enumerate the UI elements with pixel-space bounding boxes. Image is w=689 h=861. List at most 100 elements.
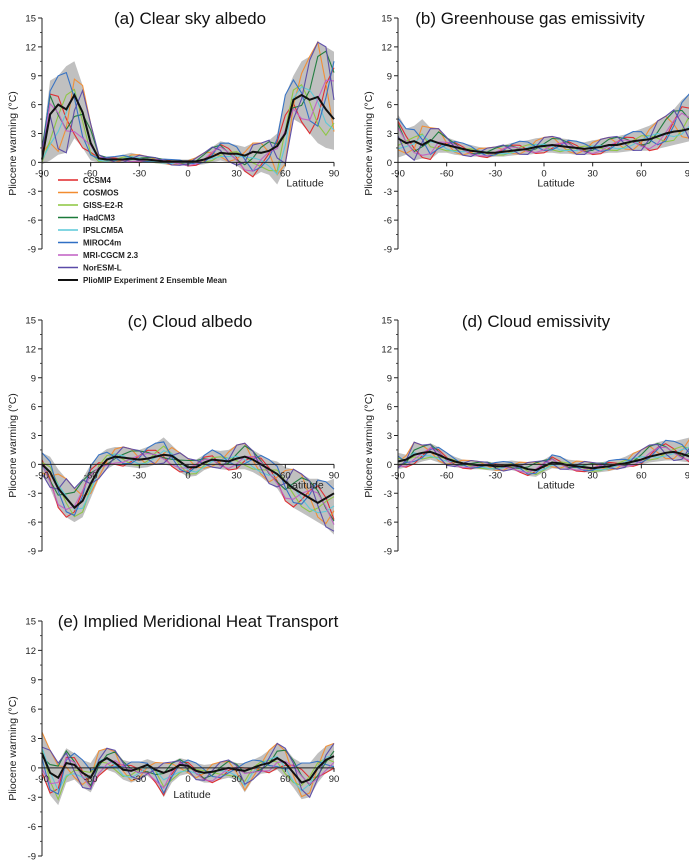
y-tick-label: 0 bbox=[31, 460, 36, 471]
y-tick-label: 3 bbox=[31, 129, 36, 140]
y-tick-label: 15 bbox=[381, 14, 392, 25]
x-tick-label: 30 bbox=[231, 774, 242, 785]
x-tick-label: -30 bbox=[132, 168, 146, 179]
y-tick-label: 3 bbox=[31, 734, 36, 745]
y-tick-label: -6 bbox=[384, 216, 392, 227]
y-tick-label: 6 bbox=[31, 705, 36, 716]
x-tick-label: -60 bbox=[84, 774, 98, 785]
y-tick-label: 6 bbox=[387, 100, 392, 111]
legend-label: HadCM3 bbox=[83, 214, 116, 223]
legend-label: MRI-CGCM 2.3 bbox=[83, 251, 139, 260]
y-tick-label: -3 bbox=[28, 187, 36, 198]
ensemble-mean-line bbox=[41, 92, 335, 163]
panel-title: (a) Clear sky albedo bbox=[114, 9, 266, 28]
y-tick-label: 0 bbox=[387, 158, 392, 169]
x-tick-label: 0 bbox=[541, 168, 546, 179]
y-tick-label: 0 bbox=[31, 158, 36, 169]
legend-label: COSMOS bbox=[83, 189, 119, 198]
x-tick-label: -90 bbox=[35, 774, 49, 785]
y-tick-label: 6 bbox=[387, 402, 392, 413]
y-axis-label: Pliocene warming (°C) bbox=[363, 91, 375, 196]
panel-title: (d) Cloud emissivity bbox=[462, 312, 611, 331]
y-tick-label: 12 bbox=[25, 344, 36, 355]
x-tick-label: -30 bbox=[132, 774, 146, 785]
x-tick-label: 0 bbox=[541, 470, 546, 481]
y-tick-label: 12 bbox=[381, 42, 392, 53]
x-tick-label: 60 bbox=[636, 168, 647, 179]
y-tick-label: 6 bbox=[31, 100, 36, 111]
y-tick-label: -6 bbox=[384, 518, 392, 529]
y-tick-label: 3 bbox=[387, 129, 392, 140]
y-tick-label: 15 bbox=[25, 14, 36, 25]
panel-title: (b) Greenhouse gas emissivity bbox=[415, 9, 645, 28]
x-tick-label: 0 bbox=[185, 774, 190, 785]
x-tick-label: -30 bbox=[488, 168, 502, 179]
y-tick-label: 9 bbox=[31, 71, 36, 82]
x-tick-label: 0 bbox=[185, 470, 190, 481]
series-line-ipslcm5a bbox=[397, 447, 689, 472]
series-line-hadcm3 bbox=[41, 445, 335, 522]
y-tick-label: 6 bbox=[31, 402, 36, 413]
y-tick-label: 3 bbox=[387, 431, 392, 442]
x-tick-label: -90 bbox=[391, 470, 405, 481]
x-tick-label: 60 bbox=[280, 470, 291, 481]
x-tick-label: 90 bbox=[329, 168, 340, 179]
ensemble-mean-line bbox=[397, 127, 689, 154]
y-axis-label: Pliocene warming (°C) bbox=[363, 393, 375, 498]
y-tick-label: -3 bbox=[28, 489, 36, 500]
x-tick-label: 90 bbox=[329, 470, 340, 481]
x-tick-label: -90 bbox=[35, 168, 49, 179]
series-line-ccsm4 bbox=[41, 449, 335, 520]
y-tick-label: -9 bbox=[28, 245, 36, 256]
y-tick-label: -6 bbox=[28, 518, 36, 529]
x-tick-label: -60 bbox=[84, 168, 98, 179]
y-tick-label: 15 bbox=[381, 316, 392, 327]
y-tick-label: -3 bbox=[28, 793, 36, 804]
ensemble-mean-line bbox=[41, 752, 335, 784]
legend-label: NorESM-L bbox=[83, 264, 122, 273]
x-axis-label: Latitude bbox=[173, 789, 211, 801]
model-spread-envelope bbox=[42, 42, 334, 185]
y-tick-label: -3 bbox=[384, 489, 392, 500]
legend-label: IPSLCM5A bbox=[83, 226, 124, 235]
y-tick-label: 12 bbox=[25, 42, 36, 53]
y-tick-label: -9 bbox=[28, 852, 36, 861]
x-tick-label: 60 bbox=[636, 470, 647, 481]
y-tick-label: -3 bbox=[384, 187, 392, 198]
legend: CCSM4 COSMOS GISS-E2-R HadCM3 IPSLCM5A MIROC4… bbox=[58, 176, 227, 285]
x-tick-label: -60 bbox=[440, 168, 454, 179]
x-tick-label: 30 bbox=[587, 470, 598, 481]
x-tick-label: -90 bbox=[391, 168, 405, 179]
series-line-mri-cgcm-2-3 bbox=[397, 446, 689, 474]
x-tick-label: 30 bbox=[231, 470, 242, 481]
legend-label: GISS-E2-R bbox=[83, 201, 123, 210]
x-tick-label: 30 bbox=[231, 168, 242, 179]
panel-title: (c) Cloud albedo bbox=[128, 312, 253, 331]
x-axis-label: Latitude bbox=[286, 177, 324, 189]
y-tick-label: 0 bbox=[387, 460, 392, 471]
x-tick-label: 0 bbox=[185, 168, 190, 179]
y-tick-label: 9 bbox=[31, 373, 36, 384]
x-axis-label: Latitude bbox=[286, 479, 324, 491]
x-tick-label: 90 bbox=[329, 774, 340, 785]
y-tick-label: -6 bbox=[28, 216, 36, 227]
y-tick-label: 15 bbox=[25, 316, 36, 327]
x-axis-label: Latitude bbox=[537, 479, 575, 491]
x-tick-label: -60 bbox=[84, 470, 98, 481]
legend-label: PlioMIP Experiment 2 Ensemble Mean bbox=[83, 276, 227, 285]
x-tick-label: 30 bbox=[587, 168, 598, 179]
panel-b: -9-6-303691215-90-60-300306090LatitudePl… bbox=[363, 9, 689, 256]
model-spread-envelope bbox=[398, 93, 689, 161]
x-tick-label: 60 bbox=[280, 774, 291, 785]
y-tick-label: 12 bbox=[381, 344, 392, 355]
x-tick-label: -30 bbox=[132, 470, 146, 481]
y-tick-label: 9 bbox=[387, 373, 392, 384]
y-tick-label: 0 bbox=[31, 763, 36, 774]
panel-title: (e) Implied Meridional Heat Transport bbox=[58, 612, 339, 631]
y-tick-label: -6 bbox=[28, 822, 36, 833]
x-tick-label: -60 bbox=[440, 470, 454, 481]
legend-label: CCSM4 bbox=[83, 176, 112, 185]
y-axis-label: Pliocene warming (°C) bbox=[7, 91, 19, 196]
